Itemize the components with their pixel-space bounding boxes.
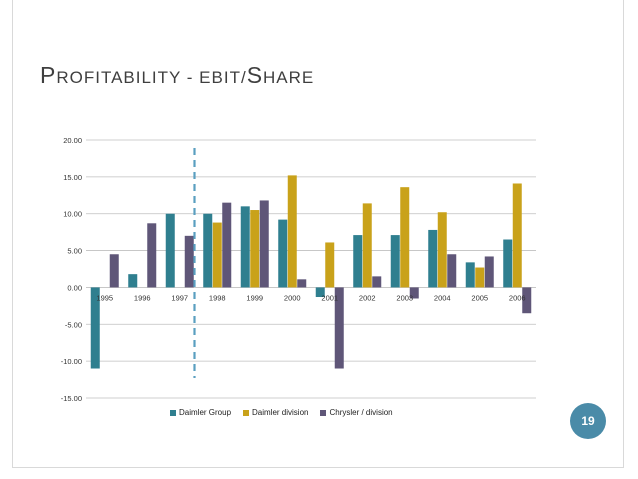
title-s: S bbox=[246, 62, 264, 88]
slide-title: PROFITABILITY - EBIT/SHARE bbox=[40, 62, 314, 89]
bar-daimler-division bbox=[512, 183, 522, 288]
legend-swatch-daimler-division bbox=[243, 409, 250, 416]
x-tick-label: 2001 bbox=[321, 293, 338, 302]
bar-chrysler bbox=[409, 287, 419, 299]
page-number-badge: 19 bbox=[570, 403, 606, 439]
bar-daimler-division bbox=[475, 267, 485, 288]
bar-chrysler bbox=[372, 276, 382, 288]
legend-item-daimler-division: Daimler division bbox=[243, 408, 308, 417]
x-tick-label: 1996 bbox=[134, 293, 151, 302]
bar-daimler-group bbox=[240, 206, 250, 288]
legend-item-daimler-group: Daimler Group bbox=[170, 408, 231, 417]
slide-frame bbox=[12, 0, 624, 468]
bar-daimler-division bbox=[250, 210, 260, 288]
bar-daimler-group bbox=[203, 213, 213, 288]
bar-daimler-group bbox=[503, 239, 513, 288]
bar-chrysler bbox=[184, 235, 194, 288]
x-tick-label: 1997 bbox=[171, 293, 188, 302]
x-tick-label: 2000 bbox=[284, 293, 301, 302]
bar-daimler-group bbox=[353, 235, 363, 288]
x-tick-label: 1998 bbox=[209, 293, 226, 302]
y-tick-label: 20.00 bbox=[63, 136, 82, 145]
x-tick-label: 2002 bbox=[359, 293, 376, 302]
x-tick-label: 2006 bbox=[509, 293, 526, 302]
y-tick-label: 0.00 bbox=[67, 283, 82, 292]
y-tick-label: 15.00 bbox=[63, 173, 82, 182]
y-tick-label: 5.00 bbox=[67, 247, 82, 256]
bar-daimler-group bbox=[90, 287, 100, 369]
bar-daimler-division bbox=[437, 212, 447, 288]
bar-daimler-division bbox=[287, 175, 297, 288]
bar-daimler-group bbox=[278, 219, 288, 288]
x-tick-label: 2005 bbox=[471, 293, 488, 302]
bar-chrysler bbox=[297, 279, 307, 288]
bar-chrysler bbox=[147, 223, 157, 288]
bar-chrysler bbox=[522, 287, 532, 314]
x-tick-label: 2004 bbox=[434, 293, 451, 302]
y-tick-label: 10.00 bbox=[63, 210, 82, 219]
bar-daimler-group bbox=[465, 262, 475, 288]
title-initial: P bbox=[40, 62, 57, 88]
bar-chrysler bbox=[109, 254, 119, 288]
bar-chrysler bbox=[484, 256, 494, 288]
legend-label-chrysler: Chrysler / division bbox=[329, 408, 393, 417]
bar-daimler-division bbox=[362, 203, 372, 288]
bar-chrysler bbox=[259, 200, 269, 288]
y-tick-label: -15.00 bbox=[61, 394, 82, 403]
bar-daimler-group bbox=[315, 287, 325, 298]
bar-daimler-group bbox=[428, 229, 438, 288]
bar-daimler-group bbox=[128, 274, 138, 288]
legend-swatch-daimler-group bbox=[170, 409, 176, 416]
y-tick-label: -5.00 bbox=[65, 320, 82, 329]
legend-label-daimler-group: Daimler Group bbox=[179, 408, 232, 417]
bar-daimler-division bbox=[325, 242, 335, 288]
bar-daimler-group bbox=[165, 213, 175, 288]
page-number: 19 bbox=[581, 414, 595, 428]
chart-legend: Daimler Group Daimler division Chrysler … bbox=[170, 408, 393, 417]
bar-daimler-division bbox=[212, 222, 222, 288]
bar-chrysler bbox=[222, 202, 232, 288]
bar-chrysler bbox=[334, 287, 344, 369]
legend-swatch-chrysler bbox=[320, 409, 327, 416]
legend-item-chrysler: Chrysler / division bbox=[320, 408, 393, 417]
x-tick-label: 1999 bbox=[246, 293, 263, 302]
title-rest: ROFITABILITY - EBIT/ bbox=[56, 68, 247, 87]
title-end: HARE bbox=[263, 68, 315, 87]
y-tick-label: -10.00 bbox=[61, 357, 82, 366]
x-tick-label: 1995 bbox=[96, 293, 113, 302]
bar-chrysler bbox=[447, 254, 457, 288]
bar-daimler-division bbox=[400, 187, 410, 288]
x-tick-label: 2003 bbox=[396, 293, 413, 302]
legend-label-daimler-division: Daimler division bbox=[252, 408, 309, 417]
bar-daimler-group bbox=[390, 235, 400, 288]
